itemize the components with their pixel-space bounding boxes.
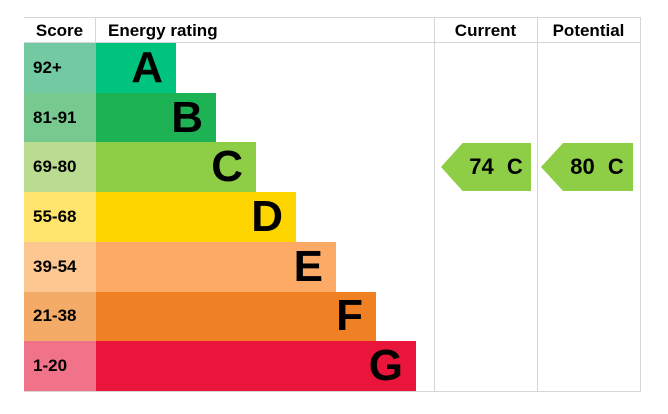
score-range-a: 92+ (24, 43, 96, 93)
score-range-c: 69-80 (24, 142, 96, 193)
potential-column-header: Potential (552, 20, 625, 40)
rating-bar-g: G (96, 341, 416, 392)
band-row-c: 69-80 C (24, 142, 640, 193)
score-range-f: 21-38 (24, 291, 96, 342)
rating-bar-f: F (96, 291, 376, 342)
energy-rating-column-header: Energy rating (108, 20, 218, 40)
score-range-g: 1-20 (24, 341, 96, 392)
band-row-a: 92+ A (24, 43, 640, 93)
band-row-d: 55-68 D (24, 192, 640, 242)
current-column-header: Current (454, 20, 517, 40)
band-row-b: 81-91 B (24, 92, 640, 143)
score-column-header: Score (24, 18, 96, 42)
score-range-e: 39-54 (24, 241, 96, 292)
band-row-e: 39-54 E (24, 241, 640, 292)
current-rating-arrow: 74 C (441, 143, 531, 191)
score-range-d: 55-68 (24, 192, 96, 242)
score-range-b: 81-91 (24, 92, 96, 143)
epc-table: Score Energy rating Current Potential 92… (24, 17, 641, 392)
rating-bar-d: D (96, 192, 296, 242)
potential-rating-label: 80 C (570, 154, 624, 179)
current-rating-label: 74 C (469, 154, 523, 179)
current-column-divider (434, 17, 435, 391)
rating-bar-e: E (96, 241, 336, 292)
potential-column-divider (537, 17, 538, 391)
band-row-f: 21-38 F (24, 291, 640, 342)
table-header: Score Energy rating Current Potential (24, 17, 640, 43)
rating-bands: 92+ A 81-91 B 69-80 C 55-68 D 39-54 E 21-38 F 1-20 G (24, 43, 640, 392)
rating-bar-c: C (96, 142, 256, 193)
band-row-g: 1-20 G (24, 341, 640, 392)
rating-bar-a: A (96, 43, 176, 93)
potential-rating-arrow: 80 C (541, 143, 633, 191)
rating-bar-b: B (96, 92, 216, 143)
